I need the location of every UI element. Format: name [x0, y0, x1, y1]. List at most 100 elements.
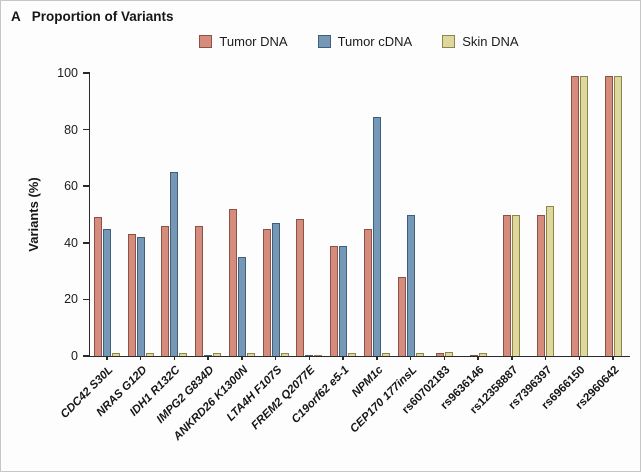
bar-group: [394, 73, 428, 356]
bar-skin-dna: [111, 353, 120, 356]
bar-skin-dna: [478, 353, 487, 356]
bar-tumor-dna: [570, 75, 579, 356]
bar-skin-dna: [546, 206, 555, 356]
panel-label: A: [11, 9, 21, 24]
y-axis-tick: [83, 298, 90, 301]
legend-swatch-icon: [199, 35, 213, 48]
y-tick-label: 0: [71, 349, 78, 363]
bar-group: [563, 73, 597, 356]
bar-group: [326, 73, 360, 356]
bar-group: [225, 73, 259, 356]
legend-swatch-icon: [317, 35, 331, 48]
x-axis-tick: [376, 356, 378, 360]
x-axis-tick: [139, 356, 142, 360]
bar-tumor-cdna: [136, 237, 145, 356]
bar-skin-dna: [415, 353, 424, 356]
bar-group: [461, 73, 495, 356]
bar-tumor-dna: [503, 214, 512, 356]
legend: Tumor DNA Tumor cDNA Skin DNA: [89, 34, 629, 49]
bar-tumor-cdna: [237, 256, 246, 356]
y-axis-tick: [83, 128, 90, 131]
bar-group: [495, 73, 529, 356]
x-axis-tick: [477, 356, 479, 360]
bar-skin-dna: [579, 75, 588, 356]
bar-tumor-cdna: [271, 223, 280, 356]
y-axis-tick: [83, 242, 90, 244]
x-axis-tick: [443, 356, 446, 360]
bar-skin-dna: [213, 353, 222, 356]
bar-tumor-dna: [397, 276, 406, 356]
bar-tumor-dna: [161, 225, 170, 356]
bar-group: [529, 73, 563, 356]
chart-title: Proportion of Variants: [31, 9, 174, 24]
y-tick-label: 80: [64, 122, 78, 137]
y-tick-label: 100: [57, 66, 78, 80]
x-axis-tick: [409, 356, 412, 360]
x-axis-tick: [173, 356, 176, 360]
bar-group: [191, 73, 225, 356]
x-axis-tick: [342, 356, 344, 360]
bar-group: [158, 73, 192, 356]
bar-tumor-dna: [93, 217, 102, 356]
bar-skin-dna: [246, 353, 255, 356]
legend-label: Tumor DNA: [219, 34, 288, 49]
x-axis-tick: [207, 356, 209, 360]
y-axis-label: Variants (%): [26, 177, 41, 252]
bar-tumor-dna: [228, 208, 237, 356]
chart-title-row: A Proportion of Variants: [11, 9, 174, 24]
x-axis-tick: [274, 356, 277, 360]
bar-group: [360, 73, 394, 356]
legend-label: Skin DNA: [462, 34, 519, 49]
bar-skin-dna: [444, 351, 453, 356]
bar-tumor-dna: [435, 353, 444, 356]
y-axis-tick: [83, 185, 90, 187]
legend-label: Tumor cDNA: [337, 34, 413, 49]
bar-tumor-dna: [195, 225, 204, 356]
bar-tumor-cdna: [204, 354, 213, 356]
bar-tumor-dna: [469, 354, 478, 356]
bar-tumor-dna: [604, 75, 613, 356]
bar-tumor-dna: [262, 228, 271, 356]
bar-skin-dna: [280, 353, 289, 356]
legend-item-tumor-dna: Tumor DNA: [199, 34, 288, 49]
bar-skin-dna: [314, 354, 323, 356]
x-axis-tick: [612, 356, 614, 360]
legend-swatch-icon: [442, 35, 456, 48]
x-axis-tick: [511, 356, 513, 360]
y-axis-tick: [83, 355, 90, 357]
bar-tumor-cdna: [102, 228, 111, 356]
bar-skin-dna: [381, 353, 390, 356]
bar-skin-dna: [145, 353, 154, 356]
bar-group: [428, 73, 462, 356]
bar-group: [90, 73, 124, 356]
bar-group: [124, 73, 158, 356]
y-axis-tick: [83, 72, 90, 74]
x-axis-tick: [241, 356, 243, 360]
bar-group: [293, 73, 327, 356]
legend-item-tumor-cdna: Tumor cDNA: [317, 34, 413, 49]
x-axis-tick: [308, 356, 311, 360]
bar-tumor-dna: [127, 234, 136, 356]
bar-skin-dna: [512, 214, 521, 356]
bar-tumor-cdna: [372, 116, 381, 356]
plot-area: Variants (%) 0 20 40 60 80 100 CDC42 S30L NRAS …: [26, 66, 630, 443]
y-tick-label: 60: [64, 179, 78, 194]
y-tick-label: 20: [64, 292, 78, 307]
x-axis-tick: [106, 356, 108, 360]
x-axis-tick: [544, 356, 547, 360]
bar-skin-dna: [179, 353, 188, 356]
bar-tumor-dna: [537, 214, 546, 356]
bar-tumor-cdna: [170, 172, 179, 356]
y-tick-label: 40: [64, 235, 78, 250]
x-axis-tick: [578, 356, 581, 360]
bar-tumor-cdna: [406, 214, 415, 356]
bar-tumor-cdna: [339, 245, 348, 356]
bar-tumor-dna: [296, 218, 305, 356]
bar-group: [596, 73, 630, 356]
bar-tumor-cdna: [305, 354, 314, 356]
bar-tumor-dna: [330, 245, 339, 356]
bar-group: [259, 73, 293, 356]
bar-skin-dna: [613, 75, 622, 356]
bar-skin-dna: [348, 353, 357, 356]
